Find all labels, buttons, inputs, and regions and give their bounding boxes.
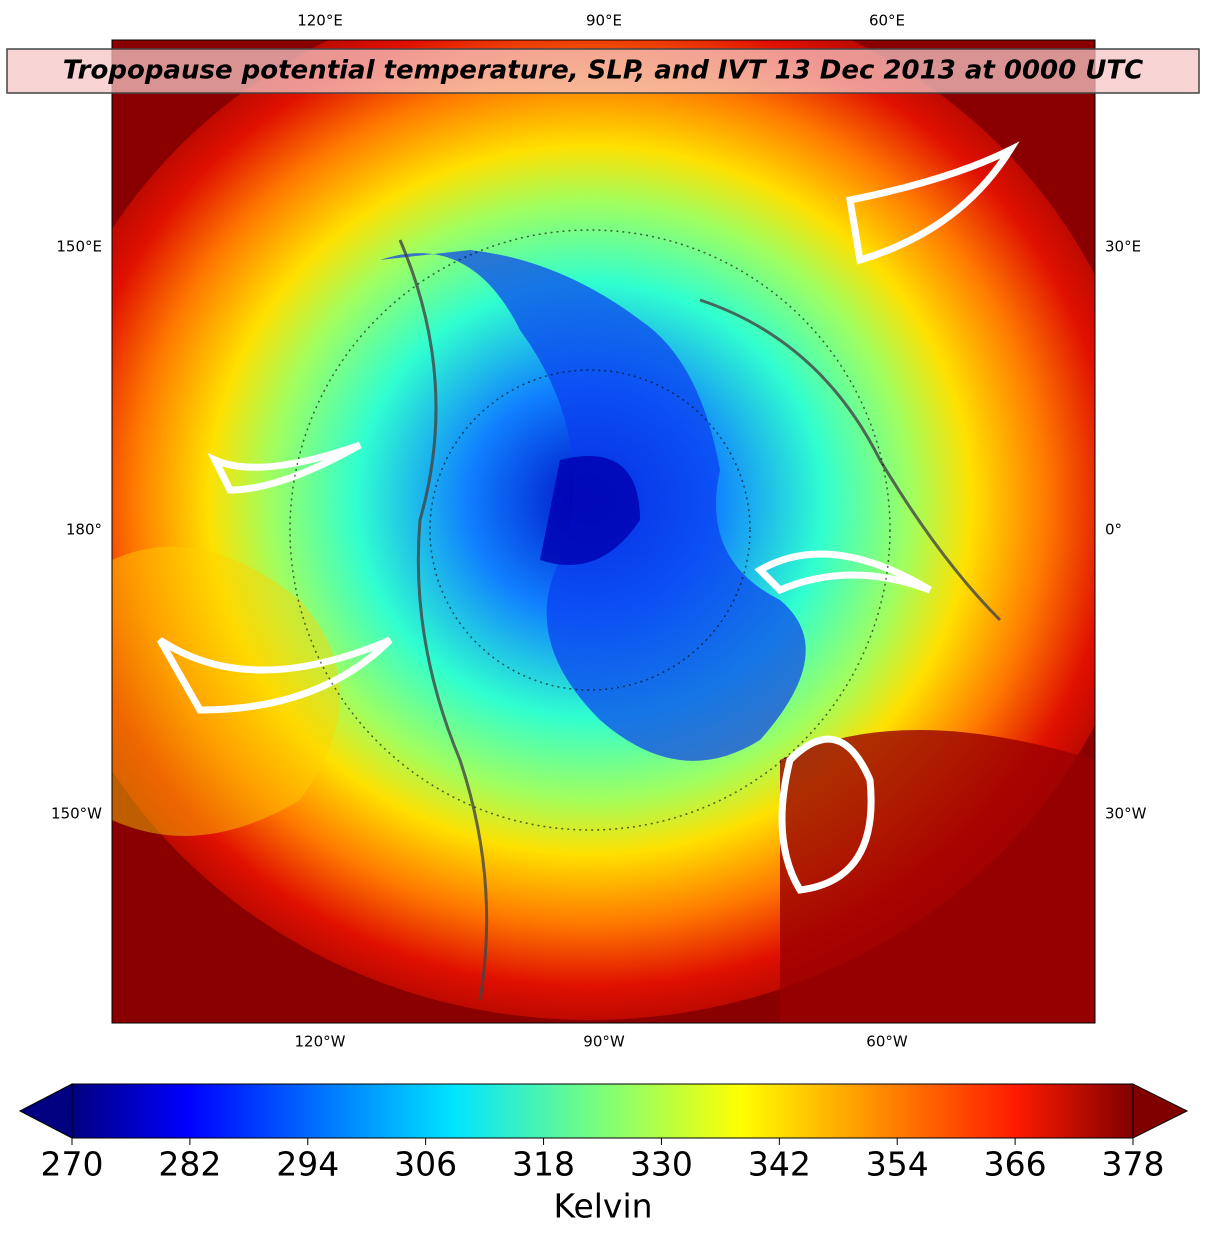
lon-label: 30°E <box>1105 238 1141 256</box>
map-frame <box>111 39 1096 1024</box>
lon-label: 0° <box>1105 521 1122 539</box>
title-box <box>6 48 1200 94</box>
lon-label: 90°W <box>583 1033 625 1051</box>
lon-label: 180° <box>66 521 102 539</box>
colorbar-tick-label: 270 <box>41 1145 104 1184</box>
colorbar: 270 282 294 306 318 330 342 354 366 378 <box>18 1083 1189 1184</box>
colorbar-extend-low <box>18 1083 73 1139</box>
colorbar-tick-label: 366 <box>984 1145 1047 1184</box>
colorbar-tick-label: 318 <box>512 1145 575 1184</box>
lon-label: 60°E <box>869 12 905 30</box>
colorbar-tick-label: 342 <box>748 1145 811 1184</box>
colorbar-label: Kelvin <box>553 1187 652 1226</box>
colorbar-tick-label: 294 <box>276 1145 339 1184</box>
title: Tropopause potential temperature, SLP, a… <box>63 56 1143 86</box>
map <box>112 40 1095 1023</box>
colorbar-tick-label: 306 <box>394 1145 457 1184</box>
lon-label: 120°W <box>295 1033 346 1051</box>
lon-label: 30°W <box>1105 805 1147 823</box>
colorbar-tick-label: 378 <box>1102 1145 1165 1184</box>
colorbar-tick-label: 354 <box>866 1145 929 1184</box>
lon-label: 150°E <box>56 238 102 256</box>
lon-label: 90°E <box>586 12 622 30</box>
colorbar-tick-label: 330 <box>630 1145 693 1184</box>
colorbar-extend-high <box>1132 1083 1189 1139</box>
colorbar-body <box>71 1083 1134 1139</box>
lon-label: 120°E <box>297 12 343 30</box>
colorbar-tick-label: 282 <box>158 1145 221 1184</box>
lon-label: 60°W <box>866 1033 908 1051</box>
lon-label: 150°W <box>51 805 102 823</box>
